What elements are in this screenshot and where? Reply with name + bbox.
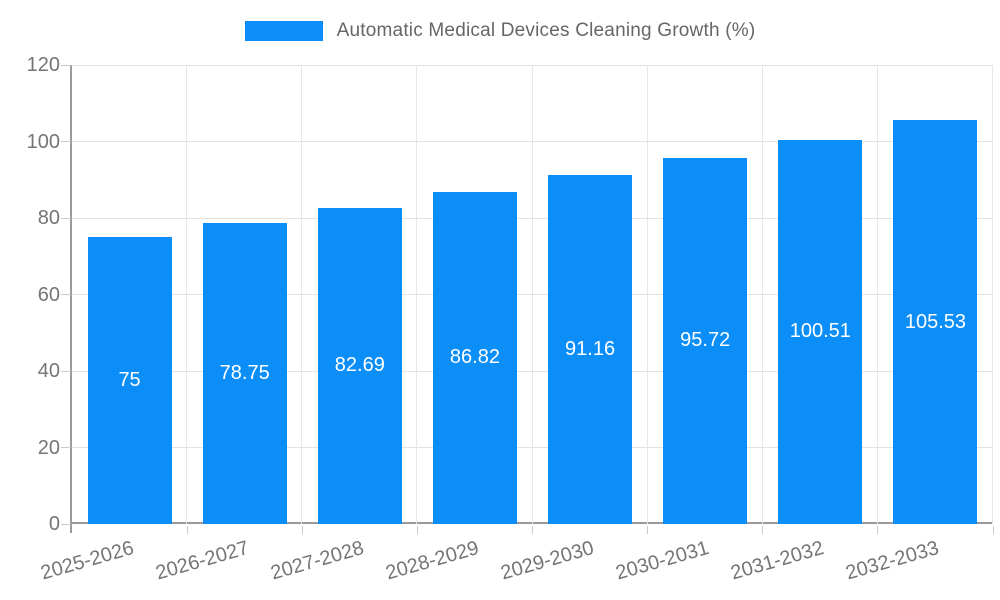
y-gridline — [72, 370, 993, 372]
bar-value-label: 91.16 — [565, 338, 616, 361]
legend-label: Automatic Medical Devices Cleaning Growt… — [336, 20, 756, 41]
y-tick — [61, 141, 71, 142]
bar-2028-2029[interactable]: 86.82 — [432, 191, 517, 524]
legend[interactable]: Automatic Medical Devices Cleaning Growt… — [0, 14, 1000, 48]
x-gridline — [416, 65, 418, 524]
x-gridline — [186, 65, 188, 524]
bar-value-label: 100.51 — [789, 320, 851, 343]
bar-2032-2033[interactable]: 105.53 — [893, 120, 978, 524]
y-tick — [61, 217, 71, 219]
y-axis-line — [70, 65, 72, 533]
y-axis-tick-label: 20 — [37, 436, 60, 459]
y-axis-tick-label: 40 — [37, 360, 60, 382]
x-tick — [532, 526, 533, 534]
y-tick — [61, 523, 71, 525]
x-gridline — [876, 65, 878, 524]
y-axis-tick-label: 120 — [26, 54, 60, 76]
y-tick — [61, 64, 71, 66]
x-tick — [186, 526, 188, 534]
legend-swatch — [244, 21, 323, 41]
x-gridline — [992, 65, 993, 524]
bar-2025-2026[interactable]: 75 — [87, 237, 172, 524]
y-tick — [61, 370, 71, 372]
y-axis-tick-label: 100 — [26, 130, 60, 153]
y-gridline — [72, 141, 993, 142]
y-tick — [61, 294, 71, 295]
x-tick — [877, 526, 879, 534]
y-axis-tick-label: 80 — [37, 207, 60, 229]
x-gridline — [531, 65, 533, 524]
x-tick — [301, 526, 303, 534]
y-gridline — [72, 447, 993, 448]
bar-2026-2027[interactable]: 78.75 — [202, 222, 287, 524]
bar-2030-2031[interactable]: 95.72 — [663, 157, 748, 524]
bar-2027-2028[interactable]: 82.69 — [317, 207, 402, 524]
bar-value-label: 78.75 — [219, 361, 270, 384]
y-gridline — [72, 64, 993, 66]
plot-area: 75 78.75 82.69 86.82 91.16 95.72 100.51 105.53 — [72, 64, 993, 524]
x-gridline — [646, 65, 648, 524]
y-gridline — [72, 217, 993, 219]
bar-2029-2030[interactable]: 91.16 — [548, 175, 633, 524]
x-gridline — [761, 65, 763, 524]
bar-value-label: 95.72 — [680, 329, 731, 352]
x-tick — [416, 526, 418, 534]
x-tick — [992, 526, 994, 534]
bar-value-label: 82.69 — [334, 354, 385, 377]
y-tick — [61, 447, 71, 448]
bar-value-label: 105.53 — [904, 310, 967, 333]
x-tick — [647, 526, 649, 534]
bar-2031-2032[interactable]: 100.51 — [778, 139, 863, 524]
y-gridline — [72, 294, 993, 295]
y-axis-tick-label: 0 — [48, 513, 60, 535]
bar-value-label: 86.82 — [449, 346, 500, 369]
x-tick — [762, 526, 764, 534]
bar-value-label: 75 — [118, 369, 141, 392]
y-axis-tick-label: 60 — [37, 283, 60, 306]
x-gridline — [301, 65, 303, 524]
